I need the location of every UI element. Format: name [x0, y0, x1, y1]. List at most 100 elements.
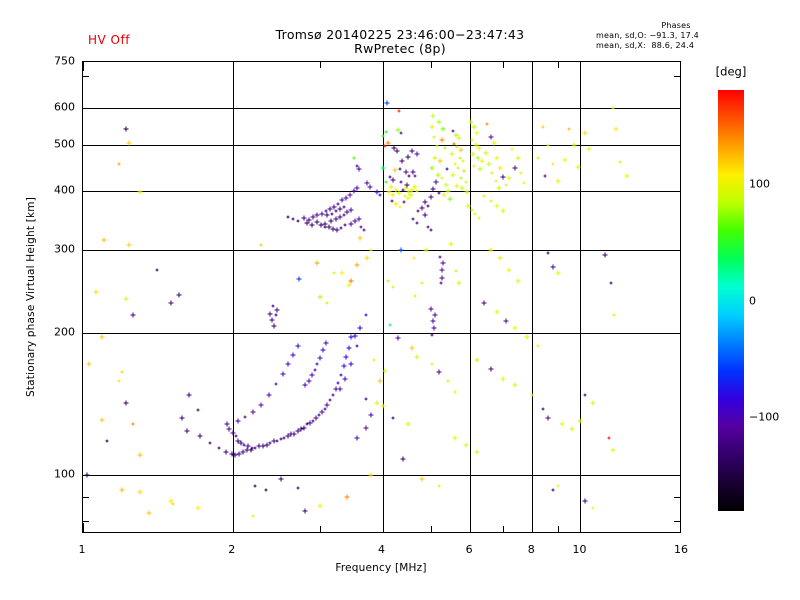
data-point — [318, 355, 323, 360]
data-point — [179, 416, 184, 421]
data-point — [439, 255, 442, 258]
data-point — [454, 270, 457, 273]
data-point — [344, 196, 349, 201]
axis-tick — [83, 76, 89, 77]
data-point — [471, 125, 476, 130]
data-point — [403, 201, 406, 204]
data-point — [439, 138, 444, 143]
data-point — [560, 422, 565, 427]
data-point — [427, 204, 430, 207]
data-point — [501, 174, 506, 179]
data-point — [364, 397, 367, 400]
data-point — [117, 380, 120, 383]
data-point — [507, 176, 512, 181]
data-point — [279, 438, 282, 441]
data-point — [429, 229, 432, 232]
data-point — [413, 175, 416, 178]
data-point — [609, 282, 612, 285]
data-point — [498, 165, 503, 170]
x-tick-label: 8 — [528, 543, 535, 556]
data-point — [401, 457, 406, 462]
data-point — [363, 425, 368, 430]
y-tick-label: 500 — [0, 138, 75, 151]
data-point — [613, 314, 616, 317]
data-point — [316, 362, 319, 365]
data-point — [400, 159, 405, 164]
data-point — [384, 180, 387, 183]
data-point — [117, 163, 120, 166]
data-point — [326, 302, 329, 305]
data-point — [461, 160, 464, 163]
data-point — [618, 161, 621, 164]
axis-tick — [83, 108, 92, 109]
data-point — [457, 281, 462, 286]
data-point — [430, 114, 435, 119]
data-point — [333, 217, 338, 222]
axis-tick — [503, 62, 504, 68]
data-point — [330, 227, 335, 232]
data-point — [172, 502, 175, 505]
data-point — [430, 165, 435, 170]
data-point — [364, 314, 367, 317]
data-point — [392, 146, 397, 151]
data-point — [545, 416, 550, 421]
data-point — [393, 168, 398, 173]
data-point — [513, 325, 518, 330]
data-point — [296, 220, 299, 223]
data-point — [546, 251, 549, 254]
data-point — [342, 376, 347, 381]
data-point — [271, 439, 276, 444]
data-point — [457, 166, 460, 169]
data-point — [480, 159, 485, 164]
axis-tick — [320, 526, 321, 532]
axis-tick — [532, 62, 533, 71]
data-point — [315, 260, 320, 265]
axis-tick — [558, 62, 559, 68]
data-point — [325, 402, 330, 407]
data-point — [243, 443, 246, 446]
data-point — [309, 223, 314, 228]
data-point — [586, 147, 591, 152]
data-point — [271, 323, 276, 328]
data-point — [416, 221, 419, 224]
data-point — [352, 219, 357, 224]
data-point — [498, 256, 503, 261]
data-point — [357, 325, 362, 330]
data-point — [495, 203, 500, 208]
data-point — [392, 417, 395, 420]
data-point — [449, 242, 454, 247]
data-point — [289, 432, 294, 437]
data-point — [388, 323, 391, 326]
data-point — [342, 213, 345, 216]
data-point — [452, 130, 455, 133]
data-point — [266, 392, 271, 397]
data-point — [305, 423, 308, 426]
hv-off-annotation: HV Off — [88, 34, 130, 46]
data-point — [354, 435, 359, 440]
data-point — [459, 177, 462, 180]
data-point — [120, 487, 125, 492]
data-point — [399, 168, 402, 171]
data-point — [410, 170, 415, 175]
data-point — [121, 371, 124, 374]
axis-tick — [674, 76, 680, 77]
data-point — [295, 428, 300, 433]
data-point — [405, 154, 410, 159]
data-point — [375, 401, 380, 406]
plot-title-line2: RwPretec (8p) — [354, 43, 446, 56]
x-tick-label: 4 — [378, 543, 385, 556]
data-point — [536, 344, 539, 347]
data-point — [453, 133, 458, 138]
data-point — [251, 409, 256, 414]
data-point — [491, 172, 494, 175]
data-point — [318, 503, 323, 508]
data-point — [477, 146, 482, 151]
data-point — [438, 159, 443, 164]
data-point — [551, 488, 554, 491]
data-point — [346, 345, 351, 350]
data-point — [458, 156, 461, 159]
data-point — [400, 132, 403, 135]
axis-tick — [233, 62, 234, 71]
data-point — [454, 163, 457, 166]
data-point — [404, 182, 409, 187]
